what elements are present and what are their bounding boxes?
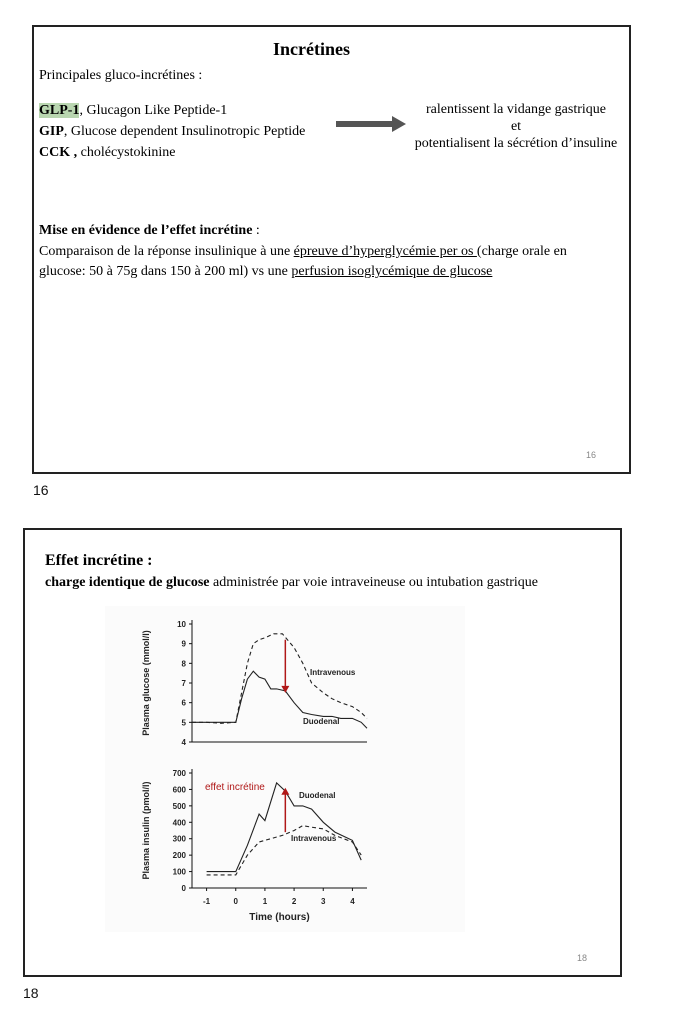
y-tick-label: 7 (182, 679, 187, 688)
series-label: Intravenous (291, 834, 337, 843)
series-label: Duodenal (303, 717, 339, 726)
text-segment: glucose: 50 à 75g dans 150 à 200 ml) vs … (39, 264, 292, 279)
intro-text: Principales gluco-incrétines : (39, 68, 203, 83)
effect-line: potentialisent la sécrétion d’insuline (414, 136, 618, 151)
x-tick-label: 2 (292, 897, 297, 906)
x-tick-label: 0 (234, 897, 239, 906)
y-tick-label: 100 (173, 868, 187, 877)
effect-line: ralentissent la vidange gastrique (426, 102, 606, 117)
y-tick-label: 0 (182, 884, 187, 893)
slide-18: Effet incrétine : charge identique de gl… (23, 528, 622, 977)
y-tick-label: 8 (182, 659, 187, 668)
series-label: Intravenous (310, 668, 356, 677)
y-tick-label: 6 (182, 699, 187, 708)
effects-block: ralentissent la vidange gastrique et pot… (396, 101, 636, 152)
x-tick-label: -1 (203, 897, 211, 906)
slide-subtitle: charge identique de glucose administrée … (45, 574, 538, 591)
x-tick-label: 1 (263, 897, 268, 906)
y-tick-label: 4 (182, 738, 187, 747)
underlined-segment: perfusion isoglycémique de glucose (291, 264, 493, 279)
series-line-intravenous (192, 633, 368, 724)
x-tick-label: 4 (350, 897, 355, 906)
hormone-abbr: GIP (39, 124, 64, 139)
subtitle-bold: charge identique de glucose (45, 575, 210, 590)
hormone-desc: cholécystokinine (77, 145, 176, 160)
series-label: Duodenal (299, 791, 335, 800)
slide-number: 16 (586, 450, 597, 460)
annotation-arrow-head (281, 685, 290, 693)
hormone-abbr: CCK , (39, 145, 78, 160)
slide-number: 18 (577, 953, 588, 963)
comparison-line-1: Comparaison de la réponse insulinique à … (39, 243, 567, 260)
hormone-desc: , Glucose dependent Insulinotropic Pepti… (63, 124, 306, 139)
series-line-duodenal (206, 781, 362, 873)
x-axis-label: Time (hours) (249, 912, 309, 923)
y-tick-label: 600 (173, 785, 187, 794)
page-label: 18 (23, 985, 39, 1001)
y-tick-label: 500 (173, 802, 187, 811)
hormone-glp1: GLP-1, Glucagon Like Peptide-1 (39, 102, 227, 119)
y-axis-label: Plasma glucose (mmol/l) (141, 630, 151, 736)
slide-title: Incrétines (273, 39, 350, 59)
hormone-gip: GIP, Glucose dependent Insulinotropic Pe… (39, 123, 305, 140)
y-tick-label: 300 (173, 835, 187, 844)
comparison-line-2: glucose: 50 à 75g dans 150 à 200 ml) vs … (39, 263, 492, 280)
hormone-desc: , Glucagon Like Peptide-1 (79, 103, 228, 118)
annotation-label: effet incrétine (205, 782, 265, 793)
slide-16: Incrétines Principales gluco-incrétines … (32, 25, 631, 474)
hormone-abbr: GLP-1 (39, 103, 80, 118)
y-tick-label: 400 (173, 818, 187, 827)
text-segment: (charge orale en (476, 244, 567, 259)
y-tick-label: 5 (182, 718, 187, 727)
glucose-chart: 4 5 6 7 8 9 10 Plasma glucose (mmol/l) Intraveno… (141, 620, 368, 747)
hormone-cck: CCK , cholécystokinine (39, 144, 176, 161)
page-label: 16 (33, 482, 49, 498)
annotation-arrow-head (281, 787, 290, 795)
section-heading: Mise en évidence de l’effet incrétine : (39, 222, 260, 239)
y-tick-label: 9 (182, 640, 187, 649)
y-tick-label: 10 (177, 620, 186, 629)
y-axis-label: Plasma insulin (pmol/l) (141, 781, 151, 879)
y-tick-label: 700 (173, 769, 187, 778)
subtitle-rest: administrée par voie intraveineuse ou in… (209, 575, 539, 590)
section-colon: : (252, 223, 260, 238)
insulin-chart: 0 100 200 300 400 500 600 700 -1 0 1 2 3 4 Plasma insu… (141, 769, 367, 923)
section-title: Mise en évidence de l’effet incrétine (39, 223, 253, 238)
series-line-duodenal (192, 670, 368, 729)
slide-title: Effet incrétine : (45, 552, 153, 569)
text-segment: Comparaison de la réponse insulinique à … (39, 244, 294, 259)
x-tick-label: 3 (321, 897, 326, 906)
underlined-segment: épreuve d’hyperglycémie per os (293, 244, 477, 259)
y-tick-label: 200 (173, 851, 187, 860)
chart-figure: 4 5 6 7 8 9 10 Plasma glucose (mmol/l) Intraveno… (105, 606, 465, 932)
arrow-right-icon (336, 116, 406, 132)
series-line-intravenous (206, 825, 362, 876)
effect-line: et (510, 119, 522, 134)
